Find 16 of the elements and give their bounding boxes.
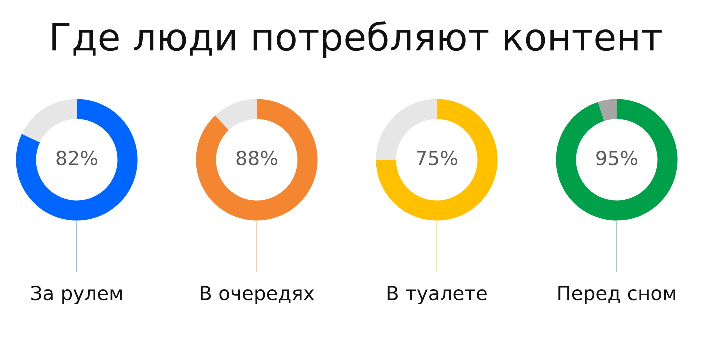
text: В очередях: [200, 286, 314, 304]
data-label: 75%: [416, 150, 458, 166]
donut-slice: [215, 99, 257, 130]
donut-slice: [376, 99, 498, 221]
text: Перед сном: [558, 286, 676, 304]
data-label: 95%: [596, 150, 638, 166]
donut-slice: [556, 99, 678, 221]
data-label: 88%: [236, 150, 278, 166]
text: В туалете: [388, 286, 487, 304]
text: Где люди потребляют контент: [52, 22, 662, 58]
donut-slice: [196, 99, 318, 221]
donut-slice: [598, 99, 617, 122]
donut-slice: [22, 99, 77, 143]
text: За рулем: [32, 286, 122, 304]
data-label: 82%: [56, 150, 98, 166]
donut-slice: [16, 99, 138, 221]
